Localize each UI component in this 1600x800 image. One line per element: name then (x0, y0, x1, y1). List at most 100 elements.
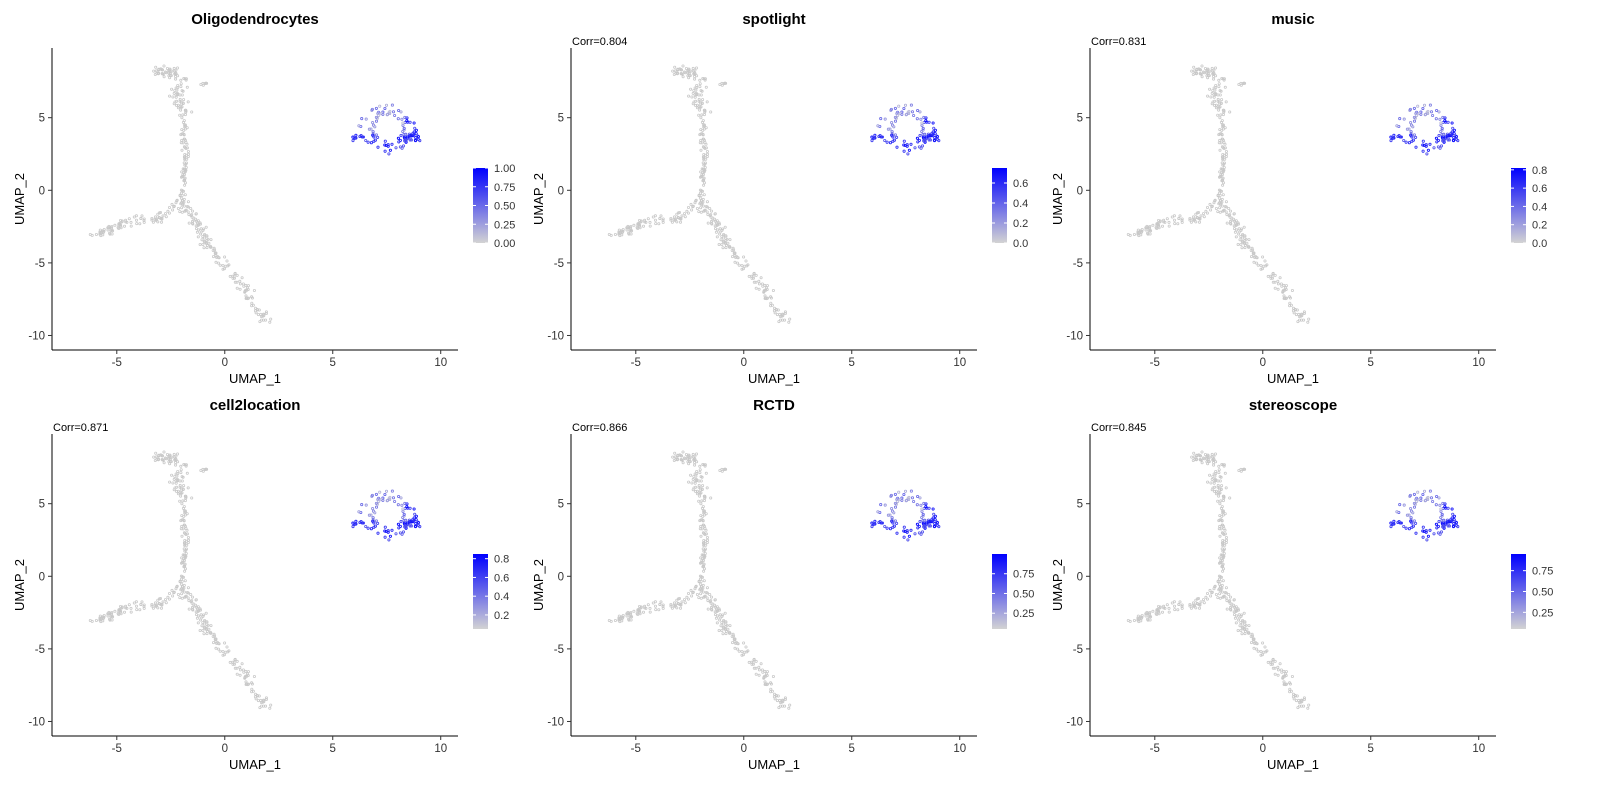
cell-point (927, 506, 931, 510)
cell-point (221, 263, 225, 267)
cell-point (907, 495, 911, 499)
cell-point (902, 139, 906, 143)
cell-point (357, 510, 361, 514)
cell-point (919, 117, 923, 121)
cell-point (1242, 241, 1246, 245)
cell-point (680, 72, 684, 76)
cell-point (1285, 296, 1289, 300)
cell-point (161, 600, 165, 604)
cell-point (1434, 136, 1438, 140)
cell-point (778, 704, 782, 708)
cell-point (1392, 133, 1396, 137)
cell-point (638, 224, 642, 228)
cell-point (182, 557, 186, 561)
cell-point (693, 72, 697, 76)
cell-point (199, 613, 203, 617)
cell-point (1254, 647, 1258, 651)
cell-point (1157, 218, 1161, 222)
cell-point (714, 616, 718, 620)
cell-point (390, 142, 394, 146)
cell-point (1439, 515, 1443, 520)
cell-point (694, 66, 698, 70)
cell-point (698, 574, 702, 578)
cell-point (391, 496, 396, 500)
cell-point (264, 310, 268, 314)
cell-point (705, 200, 709, 204)
cell-point (1271, 280, 1275, 284)
cell-point (653, 600, 657, 604)
color-legend-bar (1511, 168, 1526, 243)
cell-point (186, 200, 190, 204)
cell-point (1426, 495, 1430, 499)
cell-point (909, 489, 913, 493)
cell-point (1278, 276, 1282, 280)
cell-point (1208, 588, 1212, 592)
cell-point (154, 218, 158, 222)
cell-point (669, 218, 673, 222)
x-tick-label: 0 (222, 357, 228, 369)
cell-point (775, 308, 779, 312)
cell-point (762, 676, 766, 680)
cell-point (1201, 212, 1205, 216)
cell-point (775, 699, 779, 703)
cell-point (724, 234, 728, 238)
cell-point (204, 241, 208, 245)
cell-point (1220, 484, 1224, 488)
cell-point (1227, 592, 1231, 596)
cell-point (890, 133, 894, 137)
cell-point (900, 112, 904, 116)
y-tick-label: -5 (35, 644, 45, 656)
cell-point (167, 597, 171, 601)
x-tick-label: 10 (953, 357, 966, 369)
cell-point (116, 225, 120, 229)
cell-point (754, 286, 758, 290)
cell-point (1218, 479, 1222, 483)
cell-point (386, 530, 390, 534)
cell-point (1242, 81, 1246, 85)
cell-point (405, 135, 410, 139)
cell-point (178, 99, 182, 103)
cell-point (182, 77, 186, 81)
cell-point (387, 152, 391, 156)
cell-point (1395, 124, 1399, 128)
cell-point (1294, 308, 1298, 312)
cell-point (762, 290, 766, 294)
legend-tick-label: 0.50 (494, 201, 515, 213)
cell-point (1250, 632, 1254, 636)
cell-point (194, 227, 198, 231)
cell-point (889, 107, 893, 111)
cell-point (117, 223, 121, 227)
cell-point (182, 541, 186, 545)
cell-point (204, 81, 208, 85)
cell-point (1188, 602, 1192, 606)
cell-point (1223, 590, 1227, 594)
cell-point (702, 108, 706, 112)
cell-point (1389, 521, 1393, 525)
cell-point (1456, 139, 1460, 143)
cell-point (157, 453, 161, 457)
cell-point (1288, 682, 1292, 686)
cell-point (414, 522, 418, 526)
cell-point (1421, 525, 1425, 529)
cell-point (1448, 138, 1452, 142)
cell-point (638, 604, 642, 608)
cell-point (906, 152, 910, 156)
cell-point (713, 227, 717, 231)
cell-point (1307, 703, 1311, 707)
cell-point (367, 513, 371, 517)
cell-point (1145, 612, 1149, 616)
cell-point (176, 86, 180, 90)
cell-point (153, 601, 157, 605)
legend-tick-label: 0.00 (494, 238, 515, 250)
cell-point (181, 553, 185, 557)
cell-point (695, 93, 699, 97)
cell-point (676, 453, 680, 457)
cell-point (918, 110, 922, 114)
cell-point (1436, 145, 1440, 149)
cell-point (651, 215, 655, 219)
cell-point (205, 624, 209, 628)
cell-point (351, 525, 355, 529)
cell-point (1278, 662, 1282, 666)
cell-point (621, 229, 625, 233)
cell-point (1232, 212, 1236, 216)
